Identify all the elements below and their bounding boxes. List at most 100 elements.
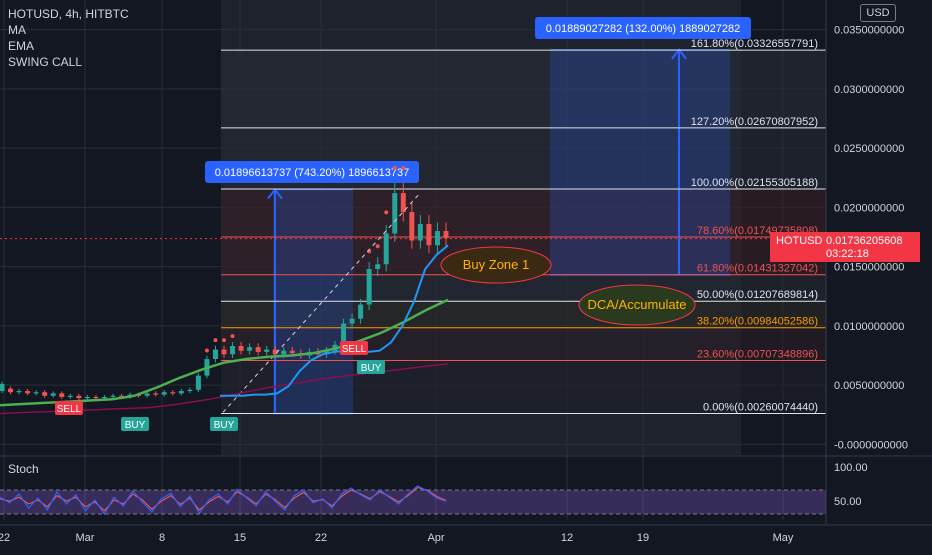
candle-body-10	[84, 396, 90, 399]
signal-label-4: BUY	[361, 363, 382, 374]
candle-body-17	[144, 393, 150, 396]
signal-bg-0	[55, 401, 83, 415]
candle-body-29	[247, 347, 253, 351]
candle-body-20	[170, 392, 176, 394]
dca-label: DCA/Accumulate	[588, 297, 687, 312]
fib-label-1: 127.20%(0.02670807952)	[691, 116, 818, 128]
candle-body-43	[366, 268, 372, 305]
candle-body-14	[119, 395, 125, 397]
signal-label-0: SELL	[57, 404, 82, 415]
candle-body-30	[255, 347, 261, 352]
dca-ellipse	[578, 284, 696, 326]
candle-body-27	[230, 345, 236, 355]
candle-body-25	[212, 349, 218, 360]
candle-body-41	[349, 318, 355, 324]
indicator-ema[interactable]: EMA	[8, 39, 35, 53]
signal-bg-2	[210, 417, 238, 431]
price-tag-countdown: 03:22:18	[826, 248, 869, 260]
y-tick-label-2: 0.0250000000	[834, 143, 904, 155]
currency-button[interactable]: USD	[860, 4, 896, 22]
candle-body-2	[16, 391, 22, 393]
swing-dot-5	[375, 244, 380, 249]
fib-band-7	[221, 360, 826, 414]
fib-label-7: 23.60%(0.00707348896)	[697, 349, 818, 361]
candle-body-33	[281, 350, 287, 355]
fib-label-0: 161.80%(0.03326557791)	[691, 38, 818, 50]
buy-zone-1-label: Buy Zone 1	[463, 257, 530, 272]
candle-body-4	[33, 392, 39, 394]
y-tick-label-6: 0.0050000000	[834, 380, 904, 392]
candle-body-26	[221, 349, 227, 355]
x-tick-label-6: 12	[561, 532, 573, 544]
y-tick-label-4: 0.0150000000	[834, 262, 904, 274]
candle-body-11	[93, 396, 99, 399]
candle-body-47	[400, 193, 406, 213]
candle-body-51	[434, 231, 440, 246]
candle-body-52	[443, 231, 449, 239]
signal-bg-4	[357, 360, 385, 374]
candle-body-6	[50, 393, 56, 396]
measure-box-1	[550, 49, 730, 275]
candle-body-32	[272, 349, 278, 355]
candle-body-46	[392, 193, 398, 234]
x-tick-label-7: 19	[637, 532, 649, 544]
candle-body-44	[375, 264, 381, 269]
stoch-title: Stoch	[8, 462, 39, 476]
indicator-swing-call[interactable]: SWING CALL	[8, 55, 83, 69]
candle-body-8	[67, 395, 73, 397]
candle-body-3	[25, 391, 31, 394]
ma-line	[220, 244, 449, 397]
swing-dot-7	[392, 166, 397, 171]
candle-body-1	[8, 388, 14, 393]
candle-body-13	[110, 395, 116, 397]
chart-title: HOTUSD, 4h, HITBTC	[8, 7, 129, 21]
fib-band-5	[221, 301, 826, 328]
fib-band-2	[221, 188, 826, 238]
y-tick-label-7: -0.0000000000	[834, 439, 908, 451]
y-tick-label-0: 0.0350000000	[834, 25, 904, 37]
x-tick-label-0: 22	[0, 532, 10, 544]
fib-label-4: 61.80%(0.01431327042)	[697, 263, 818, 275]
x-tick-label-1: Mar	[76, 532, 95, 544]
indicator-ma[interactable]: MA	[8, 23, 26, 37]
measure-arrowhead-0	[267, 187, 283, 200]
fib-label-8: 0.00%(0.00260074440)	[703, 402, 818, 414]
candle-body-28	[238, 345, 244, 351]
buy-zone-1-ellipse	[440, 246, 552, 284]
x-tick-label-4: 22	[315, 532, 327, 544]
measure-label-1: 0.01889027282 (132.00%) 1889027282	[546, 23, 741, 35]
candle-body-22	[187, 389, 193, 392]
swing-dot-0	[204, 348, 209, 353]
price-tag-value: 0.01736205608	[826, 235, 903, 247]
candle-body-50	[426, 223, 432, 246]
candle-body-21	[178, 391, 184, 394]
candle-body-5	[42, 392, 48, 396]
stoch-tick-0: 100.00	[834, 462, 868, 474]
candle-body-7	[59, 393, 65, 397]
y-tick-label-3: 0.0200000000	[834, 202, 904, 214]
price-tag-symbol: HOTUSD	[776, 235, 823, 247]
signal-label-2: BUY	[214, 420, 235, 431]
candle-body-34	[289, 350, 295, 354]
candle-body-9	[76, 395, 82, 399]
fib-label-6: 38.20%(0.00984052586)	[697, 316, 818, 328]
candle-body-45	[383, 233, 389, 265]
current-price-tag: HOTUSD 0.01736205608 03:22:18	[770, 232, 920, 262]
y-tick-label-1: 0.0300000000	[834, 84, 904, 96]
candle-body-49	[417, 223, 423, 241]
candle-body-12	[101, 396, 107, 399]
candle-body-42	[358, 304, 364, 319]
fib-band-0	[221, 50, 826, 128]
x-tick-label-3: 15	[234, 532, 246, 544]
swing-dot-2	[222, 338, 226, 343]
stoch-k-line	[0, 485, 447, 516]
measure-label-0: 0.01896613737 (743.20%) 1896613737	[215, 167, 410, 179]
candle-body-23	[195, 375, 201, 390]
swing-dot-3	[230, 334, 235, 339]
fib-label-5: 50.00%(0.01207689814)	[697, 289, 818, 301]
measure-label-bg-1	[535, 17, 751, 39]
x-tick-label-8: May	[773, 532, 794, 544]
trend-line	[222, 192, 421, 413]
